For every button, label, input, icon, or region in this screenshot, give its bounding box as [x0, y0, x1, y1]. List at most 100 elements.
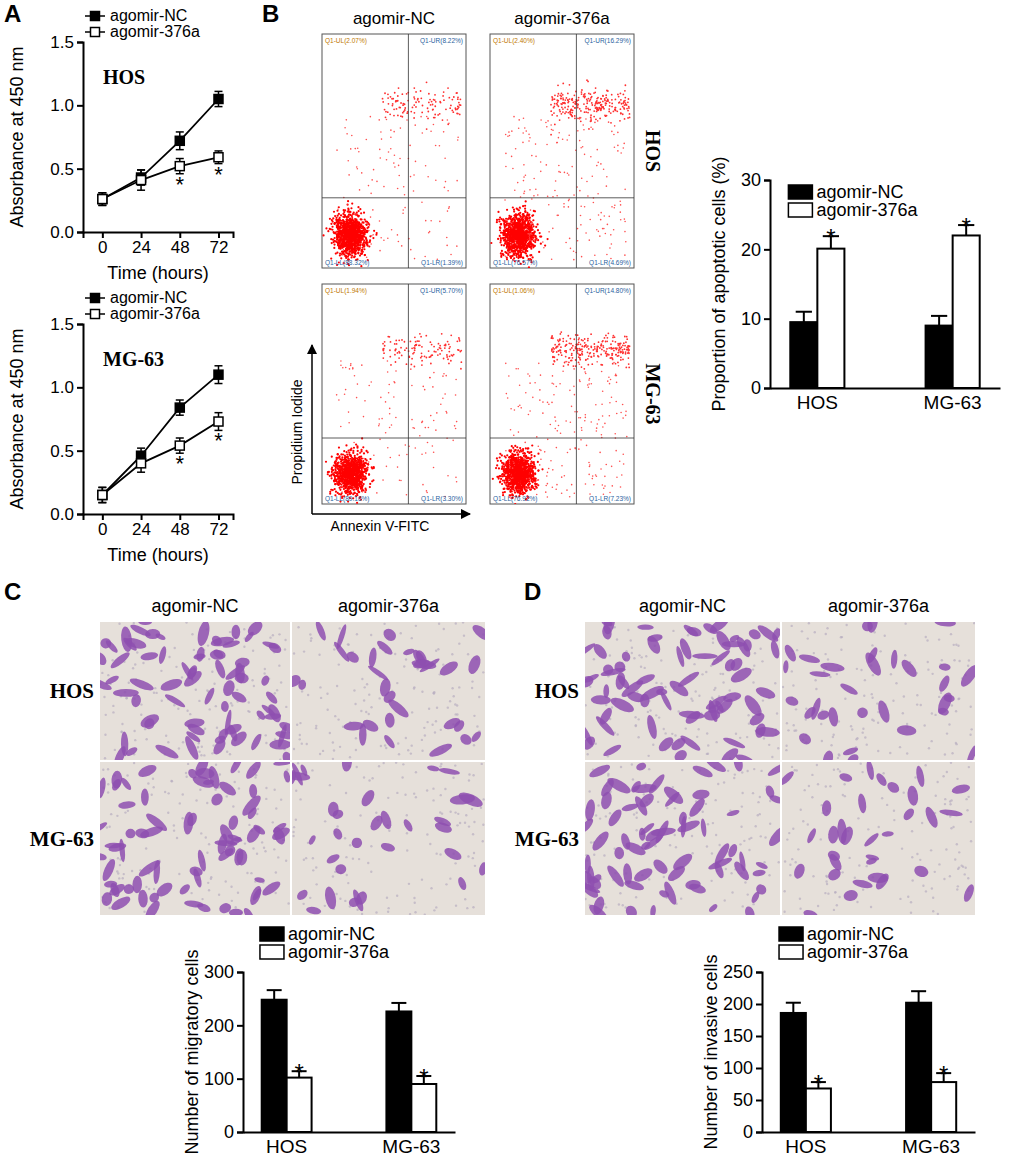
event-dot — [359, 231, 361, 233]
event-dot — [442, 119, 444, 121]
event-dot — [523, 248, 525, 250]
event-dot — [511, 220, 513, 222]
event-dot — [337, 209, 339, 211]
event-dot — [332, 241, 334, 243]
event-dot — [349, 245, 351, 247]
event-dot — [499, 229, 501, 231]
event-dot — [342, 220, 344, 222]
event-dot — [535, 239, 537, 241]
event-dot — [404, 207, 406, 209]
event-dot — [357, 252, 359, 254]
event-dot — [387, 111, 389, 113]
event-dot — [531, 215, 533, 217]
background — [0, 0, 1020, 1161]
event-dot — [363, 228, 365, 230]
event-dot — [347, 222, 349, 224]
event-dot — [522, 213, 524, 215]
event-dot — [339, 253, 341, 255]
event-dot — [347, 215, 349, 217]
event-dot — [357, 252, 359, 254]
event-dot — [363, 248, 365, 250]
tick: 24 — [132, 514, 151, 539]
event-dot — [346, 218, 348, 220]
dot-plot: Q1-UL(2.07%)Q1-UR(8.22%)Q1-LL(88.32%)Q1-… — [322, 34, 466, 268]
tick-label: 72 — [210, 520, 229, 539]
event-dot — [342, 222, 344, 224]
event-dot — [445, 108, 447, 110]
column-header: agomir-376a — [514, 9, 610, 28]
event-dot — [359, 255, 361, 257]
row-label: MG-63 — [642, 363, 664, 424]
event-dot — [456, 180, 458, 182]
event-dot — [360, 237, 362, 239]
event-dot — [458, 102, 460, 104]
tick: 24 — [132, 232, 151, 257]
series-line — [102, 422, 218, 495]
event-dot — [349, 218, 351, 220]
axis-line — [77, 43, 84, 233]
event-dot — [349, 227, 351, 229]
error-bar — [214, 91, 222, 106]
event-dot — [401, 245, 403, 247]
event-dot — [499, 226, 501, 228]
tick-mark — [77, 105, 83, 107]
event-dot — [349, 218, 351, 220]
event-dot — [354, 242, 356, 244]
event-dot — [342, 228, 344, 230]
event-dot — [448, 97, 450, 99]
event-dot — [402, 209, 404, 211]
event-dot — [508, 226, 510, 228]
event-dot — [345, 248, 347, 250]
event-dot — [518, 213, 520, 215]
event-dot — [370, 193, 372, 195]
event-dot — [504, 243, 506, 245]
event-dot — [457, 98, 459, 100]
event-dot — [539, 232, 541, 234]
event-dot — [340, 214, 342, 216]
event-dot — [343, 237, 345, 239]
event-dot — [418, 101, 420, 103]
event-dot — [348, 211, 350, 213]
tick: 0.5 — [50, 442, 83, 461]
point-marker — [98, 195, 107, 204]
event-dot — [363, 245, 365, 247]
legend-marker — [91, 310, 100, 319]
event-dot — [427, 117, 429, 119]
event-dot — [351, 231, 353, 233]
event-dot — [350, 233, 352, 235]
event-dot — [353, 256, 355, 258]
tick-label: 1.5 — [50, 33, 74, 52]
tick: 0.0 — [50, 223, 83, 242]
event-dot — [397, 115, 399, 117]
event-dot — [338, 206, 340, 208]
event-dot — [329, 218, 331, 220]
event-dot — [370, 116, 372, 118]
point-marker — [214, 153, 223, 162]
event-dot — [446, 245, 448, 247]
event-dot — [349, 218, 351, 220]
quadrant-label: Q1-UL(2.07%) — [325, 37, 367, 45]
event-dot — [338, 226, 340, 228]
chart-title: MG-63 — [103, 348, 164, 370]
event-dot — [509, 239, 511, 241]
event-dot — [447, 119, 449, 121]
event-dot — [344, 243, 346, 245]
event-dot — [437, 114, 439, 116]
event-dot — [341, 251, 343, 253]
event-dot — [450, 105, 452, 107]
event-dot — [361, 249, 363, 251]
event-dot — [346, 133, 348, 135]
event-dot — [354, 240, 356, 242]
tick: 72 — [210, 232, 229, 257]
event-dot — [351, 236, 353, 238]
event-dot — [380, 131, 382, 133]
legend-marker — [91, 294, 100, 303]
event-dot — [404, 194, 406, 196]
event-dot — [334, 215, 336, 217]
event-dot — [459, 114, 461, 116]
error-cap — [137, 189, 145, 191]
significance-mark: * — [175, 172, 184, 197]
event-dot — [358, 240, 360, 242]
event-dot — [384, 92, 386, 94]
event-dot — [380, 237, 382, 239]
